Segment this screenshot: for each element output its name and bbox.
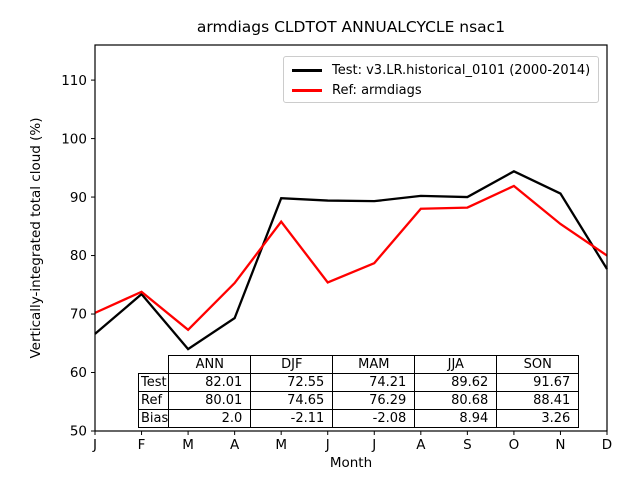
table-row-label: Test bbox=[137, 373, 170, 392]
table-row-label: Bias bbox=[137, 409, 170, 428]
table-cell: 2.0 bbox=[168, 409, 252, 428]
y-tick-label: 50 bbox=[70, 424, 87, 440]
stats-table: ANN DJF MAM JJA SON Test 82.01 72.55 74.21 89.62 9… bbox=[137, 355, 580, 428]
table-row-label: Ref bbox=[137, 391, 170, 410]
table-cell: 74.21 bbox=[332, 373, 416, 392]
table-col-header: SON bbox=[496, 355, 580, 374]
table-cell: 89.62 bbox=[414, 373, 498, 392]
x-tick-label: D bbox=[602, 437, 612, 453]
table-cell: 72.55 bbox=[250, 373, 334, 392]
legend-box: Test: v3.LR.historical_0101 (2000-2014) … bbox=[283, 56, 599, 103]
table-col-header: MAM bbox=[332, 355, 416, 374]
y-tick-label: 90 bbox=[70, 190, 87, 206]
x-tick-label: J bbox=[371, 437, 376, 453]
chart-title: armdiags CLDTOT ANNUALCYCLE nsac1 bbox=[196, 18, 506, 36]
legend-item-ref: Ref: armdiags bbox=[292, 80, 598, 100]
table-corner-cell bbox=[139, 356, 169, 374]
test-series-line bbox=[94, 170, 608, 351]
table-cell: 88.41 bbox=[496, 391, 580, 410]
legend-item-test: Test: v3.LR.historical_0101 (2000-2014) bbox=[292, 60, 598, 80]
table-col-header: DJF bbox=[250, 355, 334, 374]
x-tick-label: S bbox=[463, 437, 472, 453]
x-tick-label: A bbox=[230, 437, 240, 453]
table-cell: 76.29 bbox=[332, 391, 416, 410]
y-tick-label: 60 bbox=[70, 365, 87, 381]
x-tick-label: N bbox=[555, 437, 565, 453]
table-row: Bias 2.0 -2.11 -2.08 8.94 3.26 bbox=[137, 409, 580, 428]
y-tick-label: 70 bbox=[70, 307, 87, 323]
table-cell: 8.94 bbox=[414, 409, 498, 428]
table-col-header: ANN bbox=[168, 355, 252, 374]
table-row: Ref 80.01 74.65 76.29 80.68 88.41 bbox=[137, 391, 580, 410]
table-cell: 3.26 bbox=[496, 409, 580, 428]
table-cell: 80.68 bbox=[414, 391, 498, 410]
test-line-swatch bbox=[292, 68, 322, 72]
y-tick-label: 100 bbox=[61, 131, 87, 147]
table-cell: 82.01 bbox=[168, 373, 252, 392]
x-tick-label: J bbox=[92, 437, 97, 453]
legend-label-test: Test: v3.LR.historical_0101 (2000-2014) bbox=[332, 62, 591, 78]
y-tick-label: 80 bbox=[70, 248, 87, 264]
table-cell: -2.11 bbox=[250, 409, 334, 428]
table-col-header: JJA bbox=[414, 355, 498, 374]
x-tick-label: F bbox=[138, 437, 146, 453]
x-tick-label: A bbox=[416, 437, 426, 453]
table-cell: 91.67 bbox=[496, 373, 580, 392]
x-axis-label: Month bbox=[329, 455, 373, 471]
y-tick-label: 110 bbox=[61, 73, 87, 89]
ref-line-swatch bbox=[292, 88, 322, 92]
table-cell: 80.01 bbox=[168, 391, 252, 410]
x-tick-label: J bbox=[325, 437, 330, 453]
table-cell: -2.08 bbox=[332, 409, 416, 428]
table-header-row: ANN DJF MAM JJA SON bbox=[139, 355, 580, 374]
x-tick-label: M bbox=[275, 437, 287, 453]
axes-frame bbox=[94, 44, 608, 432]
table-cell: 74.65 bbox=[250, 391, 334, 410]
ref-series-line bbox=[94, 184, 608, 332]
table-row: Test 82.01 72.55 74.21 89.62 91.67 bbox=[137, 373, 580, 392]
x-tick-label: O bbox=[509, 437, 520, 453]
legend-label-ref: Ref: armdiags bbox=[332, 82, 422, 98]
x-tick-label: M bbox=[182, 437, 194, 453]
y-axis-label: Vertically-integrated total cloud (%) bbox=[28, 117, 44, 359]
